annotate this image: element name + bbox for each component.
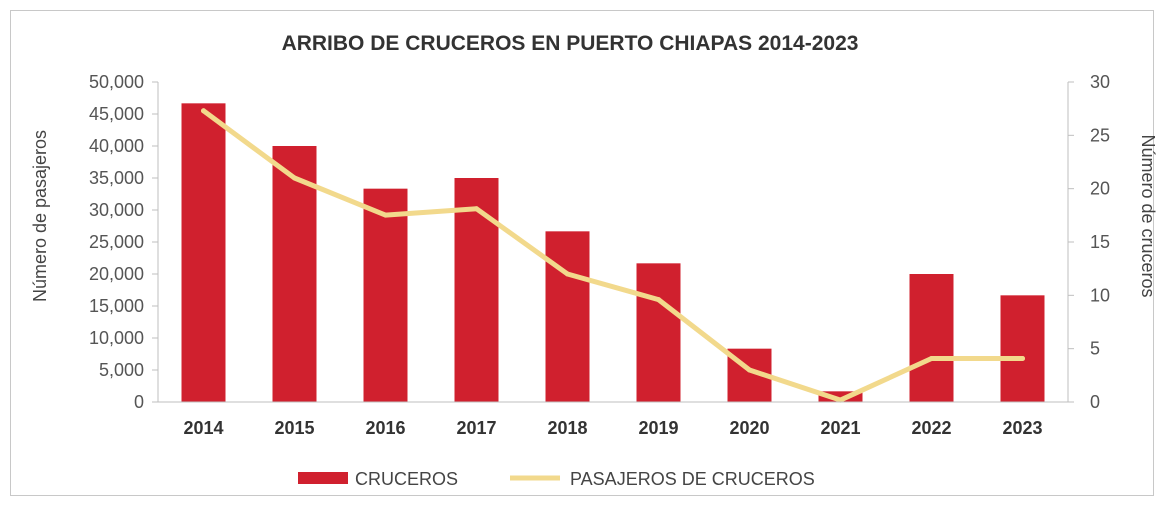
- bar-cruceros: [818, 391, 863, 402]
- left-tick-label: 20,000: [89, 264, 144, 284]
- bar-cruceros: [545, 231, 590, 402]
- chart-title: ARRIBO DE CRUCEROS EN PUERTO CHIAPAS 201…: [282, 32, 859, 55]
- right-tick-label: 15: [1090, 232, 1110, 252]
- left-tick-label: 45,000: [89, 104, 144, 124]
- left-tick-label: 5,000: [99, 360, 144, 380]
- legend: CRUCEROS PASAJEROS DE CRUCEROS: [298, 469, 815, 489]
- bar-series-cruceros: [181, 103, 1045, 402]
- x-tick-label: 2019: [638, 418, 678, 438]
- legend-label-pasajeros: PASAJEROS DE CRUCEROS: [570, 469, 815, 489]
- point-pasajeros: [929, 355, 934, 361]
- left-axis-label: Número de pasajeros: [30, 130, 50, 302]
- x-tick-label: 2014: [183, 418, 223, 438]
- left-tick-label: 50,000: [89, 72, 144, 92]
- left-tick-label: 15,000: [89, 296, 144, 316]
- line-series-pasajeros: [201, 108, 1025, 403]
- left-tick-label: 25,000: [89, 232, 144, 252]
- x-axis: 2014 2015 2016 2017 2018 2019 2020 2021 2022 2023: [158, 401, 1068, 438]
- left-y-axis: 0 5,000 10,000 15,000 20,000 25,000 30,000 35,0…: [89, 72, 159, 412]
- right-tick-label: 0: [1090, 392, 1100, 412]
- right-y-axis: 0 5 10 15 20 25 30: [1067, 72, 1110, 412]
- bar-cruceros: [1000, 295, 1045, 402]
- right-tick-label: 30: [1090, 72, 1110, 92]
- right-tick-label: 10: [1090, 285, 1110, 305]
- point-pasajeros: [747, 367, 752, 373]
- x-tick-label: 2022: [911, 418, 951, 438]
- line-pasajeros: [201, 108, 1025, 403]
- point-pasajeros: [656, 297, 661, 303]
- point-pasajeros: [838, 397, 843, 403]
- bar-cruceros: [909, 274, 954, 402]
- bar-cruceros: [454, 178, 499, 402]
- right-tick-label: 5: [1090, 339, 1100, 359]
- point-pasajeros: [201, 108, 206, 114]
- left-tick-label: 30,000: [89, 200, 144, 220]
- left-tick-label: 35,000: [89, 168, 144, 188]
- x-tick-label: 2016: [365, 418, 405, 438]
- x-tick-label: 2017: [456, 418, 496, 438]
- point-pasajeros: [292, 175, 297, 181]
- x-tick-label: 2018: [547, 418, 587, 438]
- right-tick-label: 20: [1090, 179, 1110, 199]
- x-tick-label: 2021: [820, 418, 860, 438]
- bar-cruceros: [181, 103, 226, 402]
- bar-cruceros: [272, 146, 317, 402]
- point-pasajeros: [474, 206, 479, 212]
- right-tick-label: 25: [1090, 125, 1110, 145]
- legend-label-cruceros: CRUCEROS: [355, 469, 458, 489]
- legend-swatch-cruceros: [298, 472, 348, 484]
- bar-cruceros: [363, 188, 408, 402]
- point-pasajeros: [1020, 355, 1025, 361]
- x-tick-label: 2015: [274, 418, 314, 438]
- bar-cruceros: [636, 263, 681, 402]
- right-axis-label: Número de cruceros: [1138, 134, 1158, 297]
- left-tick-label: 0: [134, 392, 144, 412]
- point-pasajeros: [383, 212, 388, 218]
- left-tick-label: 40,000: [89, 136, 144, 156]
- left-tick-label: 10,000: [89, 328, 144, 348]
- x-tick-label: 2023: [1002, 418, 1042, 438]
- point-pasajeros: [565, 271, 570, 277]
- x-tick-label: 2020: [729, 418, 769, 438]
